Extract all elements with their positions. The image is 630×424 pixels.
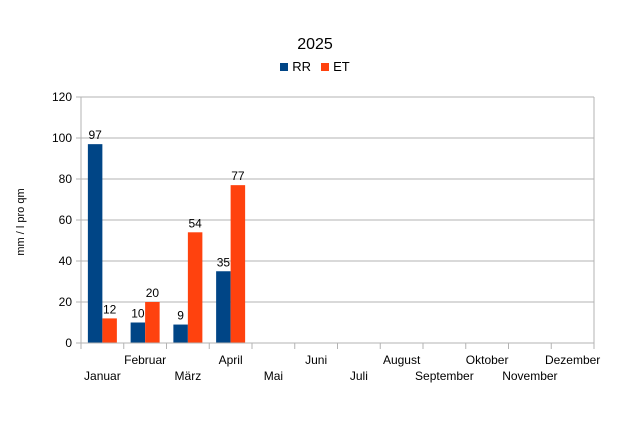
x-tick-label: September — [415, 369, 474, 383]
bar-et — [230, 185, 246, 343]
data-label-et: 12 — [103, 302, 117, 316]
x-tick-label: Februar — [124, 353, 166, 367]
bar-rr — [87, 144, 103, 343]
data-label-rr: 10 — [131, 307, 145, 321]
bar-rr — [130, 322, 146, 343]
data-label-et: 54 — [188, 216, 202, 230]
x-tick-label: Juni — [305, 353, 327, 367]
legend-swatch-rr — [280, 62, 289, 71]
y-tick-label: 60 — [59, 213, 73, 227]
x-tick-label: Oktober — [466, 353, 509, 367]
chart-title: 2025 — [297, 36, 333, 53]
legend-item-et: ET — [321, 59, 350, 74]
chart-legend: RR ET — [0, 59, 630, 74]
bar-et — [187, 232, 203, 343]
bar-et — [145, 302, 160, 343]
x-tick-label: April — [219, 353, 243, 367]
y-tick-label: 80 — [59, 172, 73, 186]
x-tick-label: Januar — [84, 369, 121, 383]
legend-label-et: ET — [333, 59, 350, 74]
bar-rr — [216, 271, 231, 343]
x-tick-label: Dezember — [545, 353, 600, 367]
x-tick-label: Juli — [350, 369, 368, 383]
data-label-rr: 97 — [88, 128, 102, 142]
legend-swatch-et — [321, 62, 330, 71]
bar-rr — [173, 324, 188, 343]
data-label-rr: 9 — [177, 309, 184, 323]
x-tick-label: November — [502, 369, 557, 383]
data-label-rr: 35 — [217, 255, 231, 269]
data-label-et: 77 — [231, 169, 245, 183]
legend-label-rr: RR — [292, 59, 312, 74]
x-tick-label: Mai — [264, 369, 283, 383]
data-label-et: 20 — [146, 286, 160, 300]
y-tick-label: 0 — [65, 336, 72, 350]
x-tick-label: August — [383, 353, 421, 367]
legend-item-rr: RR — [280, 59, 311, 74]
y-tick-label: 100 — [52, 131, 72, 145]
y-tick-label: 120 — [52, 90, 72, 104]
y-tick-label: 20 — [59, 295, 73, 309]
bar-et — [102, 318, 117, 343]
y-tick-label: 40 — [59, 254, 73, 268]
x-tick-label: März — [175, 369, 202, 383]
